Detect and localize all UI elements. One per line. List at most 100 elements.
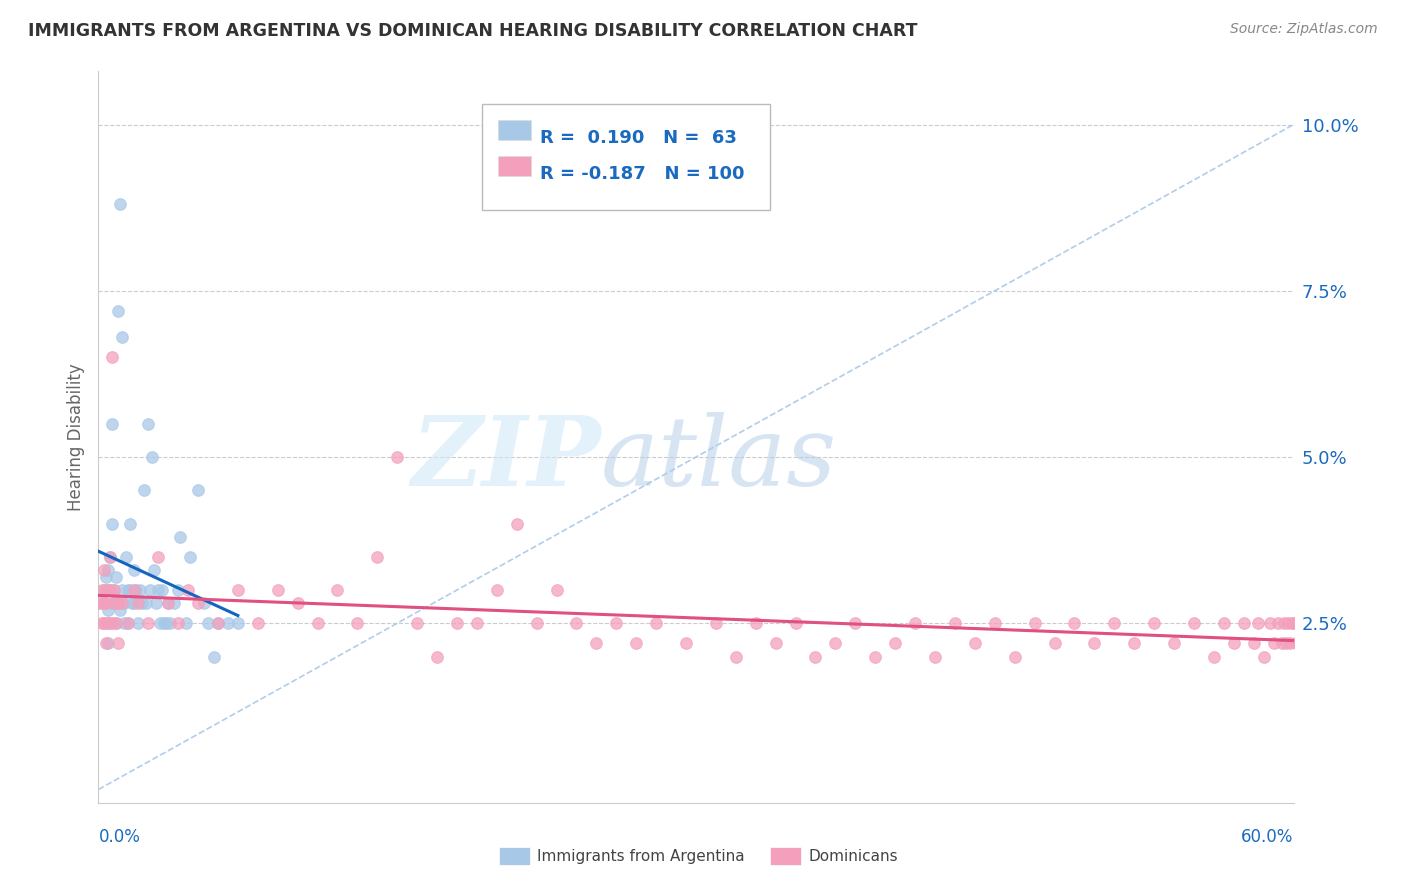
Text: 60.0%: 60.0% [1241,829,1294,847]
Point [143,563,166,577]
Point [97,636,120,650]
Point [446,616,468,631]
Point [1274,636,1296,650]
Point [1288,636,1310,650]
Point [426,649,449,664]
Point [904,616,927,631]
Point [135,596,157,610]
Point [101,516,124,531]
Point [141,450,163,464]
Point [217,616,239,631]
Point [148,549,170,564]
Point [1282,616,1305,631]
Text: R =  0.190   N =  63: R = 0.190 N = 63 [540,129,737,147]
Point [174,616,197,631]
Point [98,549,122,564]
Point [124,582,146,597]
Point [112,616,135,631]
Point [179,549,201,564]
Point [724,649,747,664]
Point [704,616,727,631]
Point [101,616,124,631]
Text: atlas: atlas [600,412,837,506]
Point [1281,616,1303,631]
Point [91,582,114,597]
Point [1243,636,1265,650]
Text: 0.0%: 0.0% [98,829,141,847]
Point [157,596,180,610]
Point [1258,616,1281,631]
Point [626,636,648,650]
Point [127,596,149,610]
Point [1223,636,1246,650]
Text: Source: ZipAtlas.com: Source: ZipAtlas.com [1230,22,1378,37]
Point [117,616,139,631]
Point [89,596,111,610]
Point [267,582,290,597]
Point [97,582,120,597]
Point [110,197,132,211]
Text: R = -0.187   N = 100: R = -0.187 N = 100 [540,165,744,183]
Point [101,351,124,365]
Point [177,582,200,597]
Point [844,616,866,631]
Point [1267,616,1289,631]
Point [105,570,128,584]
Point [406,616,429,631]
Point [107,636,129,650]
Point [127,616,149,631]
Text: IMMIGRANTS FROM ARGENTINA VS DOMINICAN HEARING DISABILITY CORRELATION CHART: IMMIGRANTS FROM ARGENTINA VS DOMINICAN H… [28,22,918,40]
Point [157,596,180,610]
Point [134,483,156,498]
Point [153,616,176,631]
Text: ZIP: ZIP [411,412,600,506]
Point [117,582,139,597]
Point [865,649,887,664]
Point [111,596,134,610]
Point [98,549,122,564]
Point [129,582,152,597]
Point [97,563,120,577]
Point [91,596,114,610]
Point [97,616,120,631]
Y-axis label: Hearing Disability: Hearing Disability [66,363,84,511]
Point [824,636,846,650]
Text: Immigrants from Argentina: Immigrants from Argentina [537,849,745,863]
Point [943,616,966,631]
Point [136,417,159,431]
Point [984,616,1007,631]
Point [1263,636,1285,650]
Point [1083,636,1105,650]
Point [93,596,115,610]
Point [98,582,122,597]
Point [1143,616,1166,631]
Point [111,330,134,344]
Point [149,616,172,631]
Point [924,649,946,664]
Point [1284,636,1306,650]
Point [1123,636,1146,650]
Point [506,516,529,531]
Point [163,596,186,610]
Point [103,582,125,597]
Point [307,616,329,631]
Point [207,616,229,631]
Point [115,549,138,564]
Point [159,616,181,631]
Point [187,483,209,498]
Point [101,417,124,431]
Point [326,582,349,597]
Point [675,636,697,650]
Point [1063,616,1085,631]
Point [1202,649,1225,664]
Point [111,582,134,597]
Point [605,616,627,631]
Point [167,582,190,597]
Point [1182,616,1205,631]
Point [124,596,146,610]
Point [546,582,568,597]
Point [93,563,115,577]
Point [745,616,768,631]
Point [226,582,249,597]
Point [98,582,122,597]
